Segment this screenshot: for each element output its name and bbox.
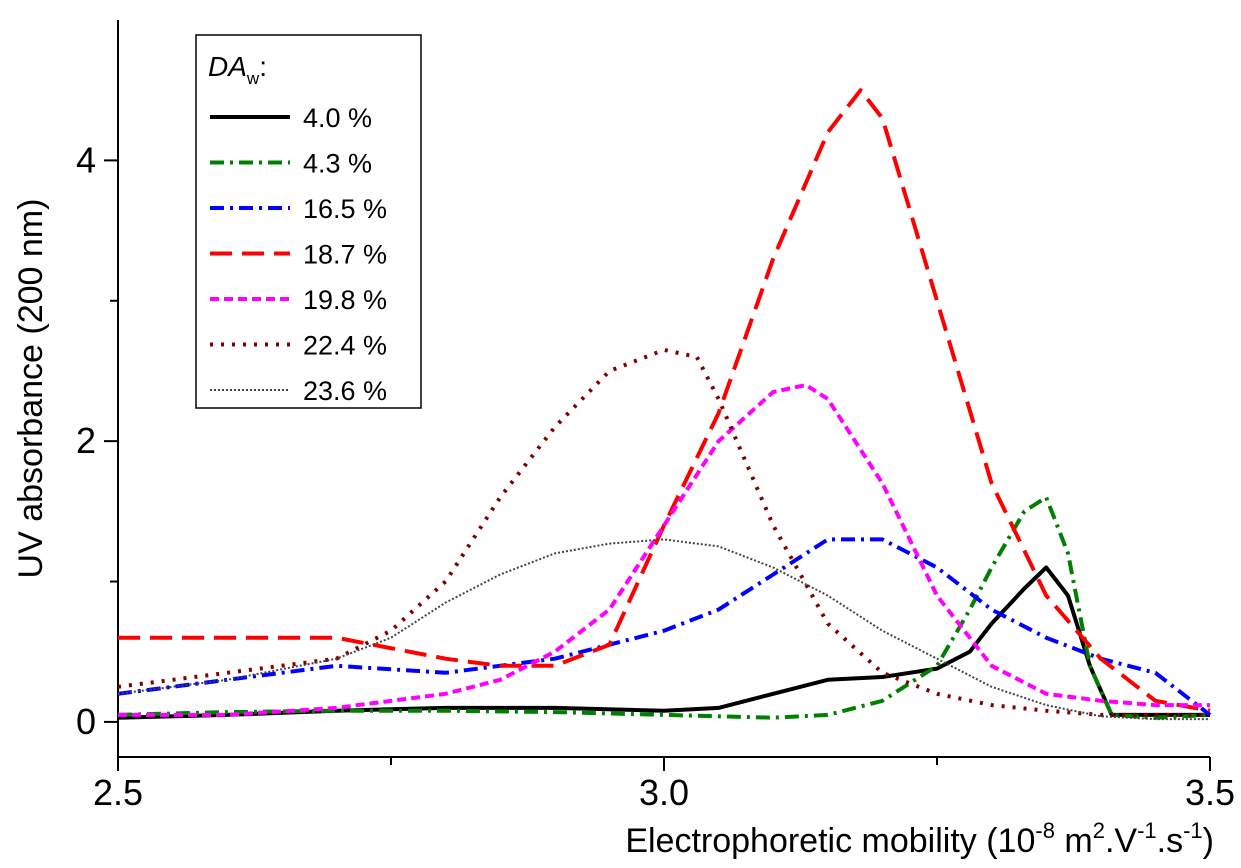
axes: 2.5 3.0 3.5 0 2 4 [76,20,1235,813]
legend-title: DAw: [208,51,267,88]
legend-label: 16.5 % [303,194,387,224]
series-line [117,347,1210,717]
x-tick-label: 3.5 [1185,772,1235,813]
series-layer [117,88,1212,721]
legend: DAw: 4.0 % 4.3 % 16.5 % 18.7 % 19.8 % 22.4 % 23… [195,34,422,409]
x-tick-label: 2.5 [93,772,143,813]
y-tick-label: 4 [76,139,96,180]
legend-label: 18.7 % [303,240,387,270]
series-line [117,537,1212,717]
series-line [117,495,1211,720]
y-tick-label: 0 [76,701,96,742]
legend-label: 22.4 % [303,331,387,361]
x-axis-title: Electrophoretic mobility (10-8 m2.V-1.s-… [625,818,1214,860]
legend-label: 4.0 % [303,103,372,133]
y-tick-label: 2 [76,420,96,461]
axis-labels: UV absorbance (200 nm) Electrophoretic mo… [12,199,1214,860]
y-axis-title: UV absorbance (200 nm) [12,199,50,579]
series-line [118,88,1211,713]
legend-label: 19.8 % [303,285,387,315]
series-line [117,538,1210,721]
series-line [118,383,1210,717]
x-tick-label: 3.0 [639,772,689,813]
legend-label: 23.6 % [303,376,387,406]
legend-label: 4.3 % [303,149,372,179]
